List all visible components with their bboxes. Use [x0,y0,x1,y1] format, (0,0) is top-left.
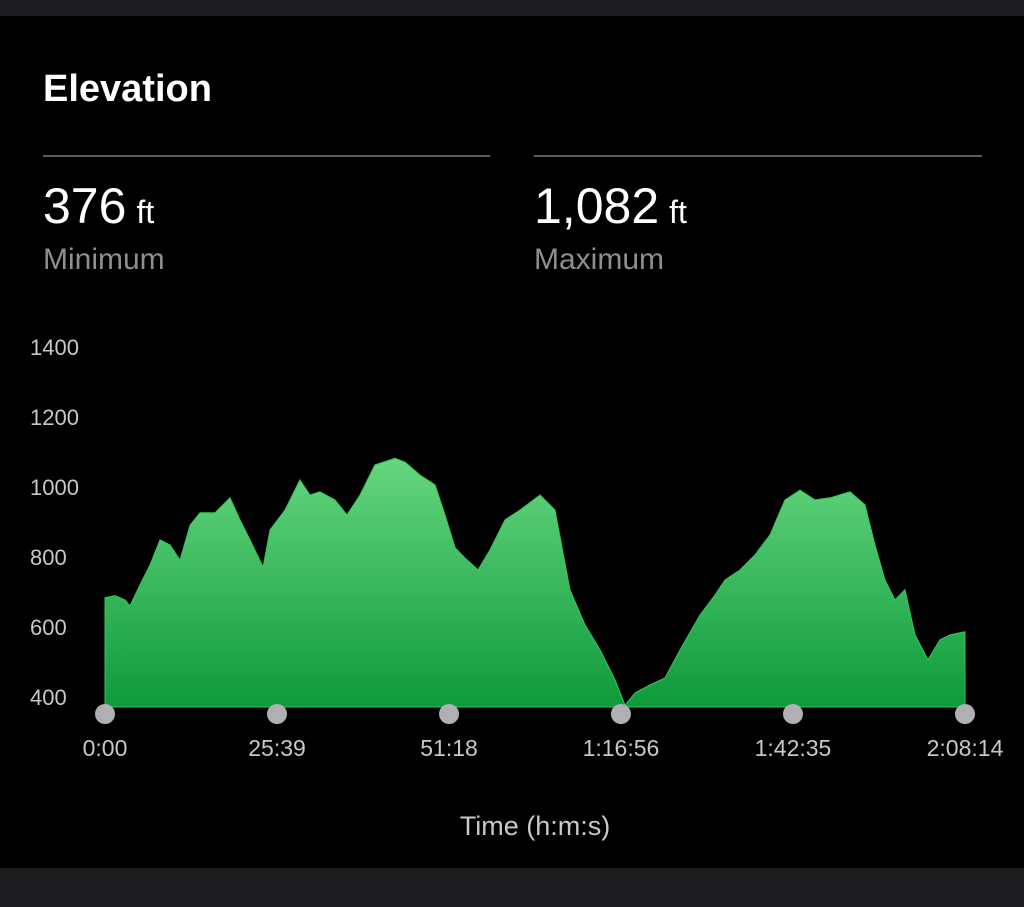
stat-unit: ft [669,194,687,230]
x-tick-dot [95,704,115,724]
stat-value: 376 ft [43,178,154,234]
y-tick-label: 1200 [30,405,79,430]
x-tick-dot [610,704,631,724]
x-tick-label: 1:42:35 [755,735,832,761]
x-tick-label: 2:08:14 [927,735,1004,761]
bottom-bar [0,868,1024,907]
stat-label: Minimum [43,243,165,276]
y-tick-label: 600 [30,615,67,640]
x-tick-dot [267,704,288,724]
y-tick-label: 1400 [30,335,79,360]
y-tick-label: 800 [30,545,67,570]
x-tick-label: 1:16:56 [583,735,660,761]
y-tick-label: 400 [30,685,67,710]
x-tick-dot [782,704,803,724]
elevation-area [104,457,966,708]
stat-number: 376 [43,178,126,234]
title: Elevation [43,68,212,110]
x-tick-label: 0:00 [83,735,128,761]
top-bar [0,0,1024,16]
y-tick-label: 1000 [30,475,79,500]
x-tick-dot [439,704,460,724]
stat-value: 1,082 ft [534,178,687,234]
x-tick-label: 51:18 [420,735,478,761]
stat-unit: ft [136,194,154,230]
x-axis-label: Time (h:m:s) [460,811,611,841]
stat-label: Maximum [534,243,664,276]
stat-number: 1,082 [534,178,659,234]
x-tick-label: 25:39 [248,735,306,761]
x-tick-dot [955,704,975,724]
